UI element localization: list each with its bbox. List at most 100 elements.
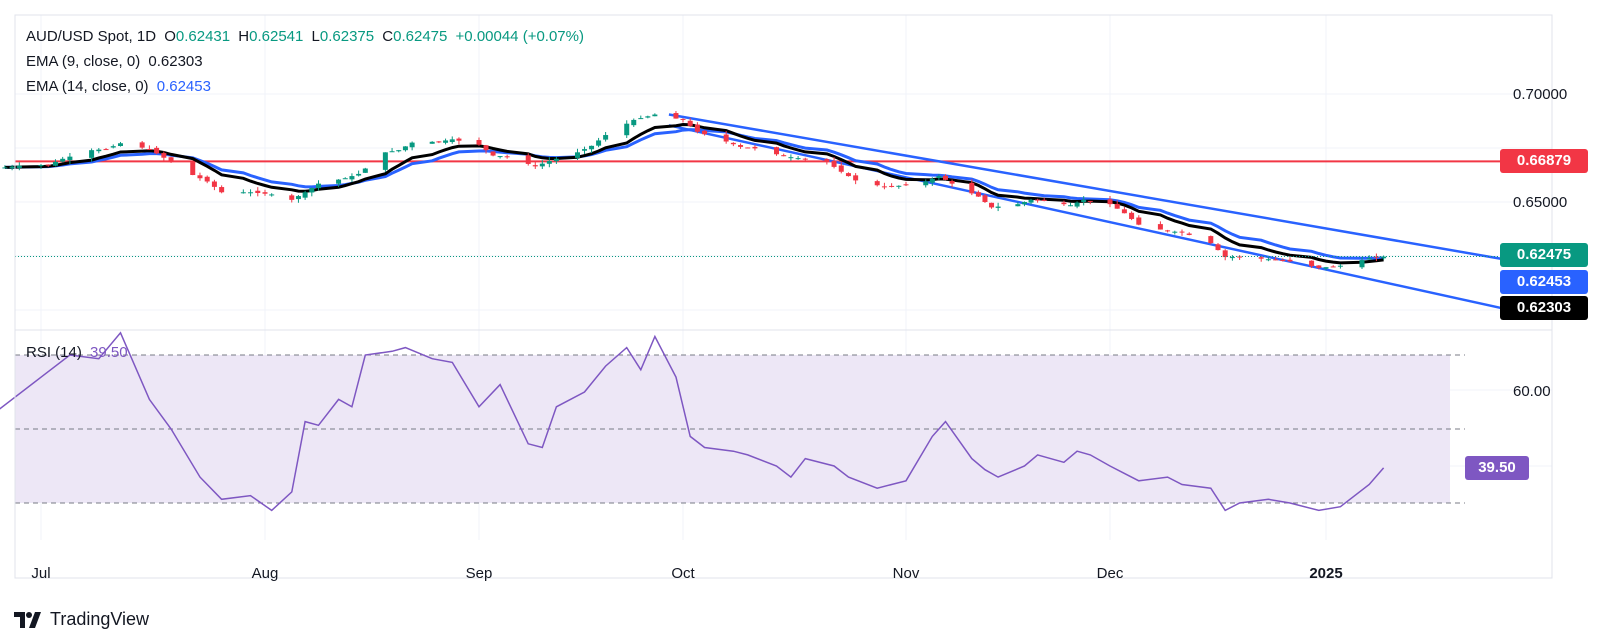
- candle-body: [429, 141, 435, 144]
- candle-body: [838, 165, 844, 172]
- candle-body: [1061, 202, 1067, 205]
- candle-body: [929, 178, 935, 183]
- candle-body: [1121, 209, 1127, 214]
- candle-body: [1309, 260, 1315, 267]
- candle-body: [1028, 199, 1034, 203]
- candle-body: [1381, 256, 1387, 259]
- candle-body: [949, 181, 955, 184]
- candle-body: [1215, 244, 1221, 251]
- candle-body: [1157, 224, 1163, 230]
- candle-body: [589, 145, 595, 150]
- price-tick-070: 0.70000: [1513, 86, 1568, 103]
- candle-body: [975, 192, 981, 197]
- candle-body: [382, 152, 388, 170]
- candle-body: [309, 187, 315, 193]
- candle-body: [154, 147, 160, 154]
- candle-body: [316, 183, 321, 189]
- candle-body: [146, 148, 152, 150]
- candle-body: [596, 140, 602, 146]
- candle-body: [443, 140, 449, 143]
- candle-body: [652, 114, 658, 117]
- candle-body: [490, 151, 496, 156]
- candle-body: [60, 158, 66, 162]
- ema9-legend[interactable]: EMA (9, close, 0) 0.62303: [26, 53, 207, 70]
- candle-body: [67, 156, 73, 161]
- candle-body: [889, 185, 895, 187]
- rsi-line: [0, 331, 1385, 512]
- candle-body: [1172, 231, 1178, 233]
- candle-body: [9, 166, 15, 169]
- candle-body: [752, 146, 758, 149]
- candle-body: [923, 181, 929, 186]
- candle-body: [845, 173, 851, 177]
- candle-body: [1035, 199, 1041, 201]
- candle-body: [1129, 212, 1135, 219]
- rsi-legend[interactable]: RSI (14) 39.50: [26, 344, 132, 361]
- candle-body: [702, 130, 708, 135]
- candle-body: [1107, 199, 1113, 205]
- candle-body: [1222, 250, 1228, 258]
- candle-body: [853, 175, 859, 181]
- ema9-label: EMA (9, close, 0): [26, 53, 141, 70]
- high-value: 0.62541: [249, 28, 304, 45]
- candle-body: [774, 147, 780, 155]
- candle-body: [525, 155, 531, 164]
- time-label-aug: Aug: [251, 565, 279, 582]
- candle-body: [1186, 233, 1192, 235]
- candle-body: [673, 113, 679, 119]
- candle-body: [219, 187, 225, 193]
- candle-body: [356, 173, 362, 176]
- candle-body: [1265, 259, 1271, 261]
- candle-body: [896, 185, 902, 187]
- ema9-price-tag: 0.62303: [1500, 296, 1588, 320]
- candle-body: [103, 149, 109, 151]
- price-tick-065: 0.65000: [1513, 194, 1568, 211]
- candle-body: [504, 156, 510, 158]
- rsi-pane: [0, 331, 1465, 512]
- open-label: O: [164, 28, 176, 45]
- candle-body: [139, 142, 145, 148]
- close-value: 0.62475: [393, 28, 448, 45]
- candle-body: [631, 119, 637, 126]
- candle-body: [903, 184, 909, 186]
- tradingview-logo[interactable]: TradingView: [14, 609, 149, 630]
- tradingview-brand-name: TradingView: [50, 609, 150, 629]
- candle-body: [16, 165, 22, 168]
- price-pane: [2, 111, 1536, 317]
- header-legend: AUD/USD Spot, 1D O0.62431 H0.62541 L0.62…: [26, 28, 588, 45]
- candle-body: [1373, 256, 1379, 258]
- candle-body: [1273, 259, 1279, 261]
- candle-body: [1287, 259, 1293, 262]
- candle-body: [730, 142, 736, 145]
- time-label-dec: Dec: [1096, 565, 1124, 582]
- candle-body: [1229, 257, 1235, 259]
- rsi-tick-60: 60.00: [1513, 383, 1551, 400]
- time-label-oct: Oct: [671, 565, 695, 582]
- candle-body: [449, 139, 455, 143]
- candle-body: [546, 160, 552, 164]
- rsi-value: 39.50: [90, 344, 128, 361]
- candle-body: [1258, 257, 1264, 259]
- candle-body: [1316, 265, 1322, 268]
- candle-body: [969, 182, 975, 194]
- ema14-label: EMA (14, close, 0): [26, 78, 149, 95]
- candle-body: [45, 164, 51, 166]
- rsi-band: [15, 355, 1450, 503]
- candle-body: [117, 143, 123, 147]
- candle-body: [694, 124, 700, 132]
- candle-body: [269, 194, 275, 196]
- candle-body: [38, 165, 44, 167]
- candle-body: [687, 120, 693, 126]
- ema14-legend[interactable]: EMA (14, close, 0) 0.62453: [26, 78, 215, 95]
- candle-body: [389, 151, 395, 153]
- ema9-value: 0.62303: [148, 53, 203, 70]
- candle-body: [289, 195, 295, 200]
- candle-body: [1136, 217, 1142, 225]
- candle-body: [936, 176, 942, 178]
- candle-body: [942, 175, 948, 180]
- resistance-price-tag: 0.66879: [1500, 149, 1588, 173]
- candle-body: [1165, 230, 1171, 232]
- candle-body: [781, 155, 787, 157]
- ema9-line: [4, 122, 1384, 265]
- candle-body: [982, 195, 988, 202]
